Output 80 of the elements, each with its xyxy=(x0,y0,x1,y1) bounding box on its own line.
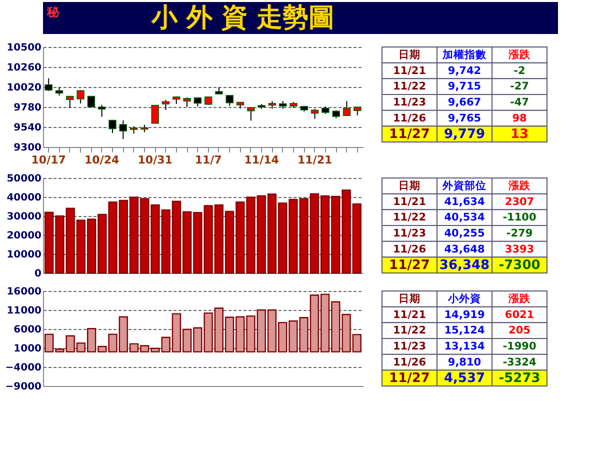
text: 43,648 xyxy=(444,243,485,256)
x-tick-label: 11/21 xyxy=(297,154,332,166)
text: -3324 xyxy=(502,356,536,368)
text: -5273 xyxy=(498,371,540,386)
text: 6021 xyxy=(504,308,534,321)
text: 9,667 xyxy=(448,96,482,108)
y-tick-label: 9540 xyxy=(14,122,42,134)
text: 98 xyxy=(512,112,527,124)
text: 2307 xyxy=(504,196,534,208)
text: -279 xyxy=(506,227,533,240)
text: 9,765 xyxy=(448,112,482,124)
text: 13,134 xyxy=(444,340,485,352)
text: 36,348 xyxy=(439,258,490,274)
y-tick-label: 40000 xyxy=(6,192,42,204)
text: 11/22 xyxy=(392,324,426,337)
y-tick-label: 10000 xyxy=(6,250,42,260)
y-tick-label: 50000 xyxy=(6,174,42,184)
y-tick-label: −4000 xyxy=(5,362,42,374)
text: -2 xyxy=(514,64,526,77)
text: 205 xyxy=(508,324,530,337)
text: 11/27 xyxy=(389,127,430,142)
text: 11/21 xyxy=(392,64,426,77)
y-tick-label: 16000 xyxy=(6,286,42,298)
text: 小外資 xyxy=(447,292,481,305)
y-tick-label: 1000 xyxy=(14,344,42,354)
text: 11/21 xyxy=(392,308,426,321)
text: 日期 xyxy=(398,48,420,61)
text: 11/23 xyxy=(392,96,426,108)
x-tick-label: 10/31 xyxy=(138,154,172,166)
y-tick-label: 10500 xyxy=(6,42,42,54)
text: 11/26 xyxy=(392,112,426,124)
y-tick-label: 11000 xyxy=(6,306,42,316)
text: 加權指數 xyxy=(442,48,488,61)
x-tick-label: 11/14 xyxy=(244,154,280,166)
text: 秘 xyxy=(46,5,60,19)
text: 漲跌 xyxy=(508,292,532,305)
y-tick-label: 9780 xyxy=(14,102,42,114)
text: 11/21 xyxy=(392,196,426,208)
y-tick-label: 30000 xyxy=(6,212,42,222)
y-tick-label: 10260 xyxy=(6,62,42,74)
text: 13 xyxy=(510,127,529,142)
text: 11/22 xyxy=(392,80,426,93)
text: 9,742 xyxy=(448,64,482,77)
text: 日期 xyxy=(398,292,420,305)
y-tick-label: 9300 xyxy=(14,142,42,154)
text: -1100 xyxy=(502,212,536,224)
text: 14,919 xyxy=(444,308,485,321)
y-tick-label: 10020 xyxy=(6,82,42,94)
text: 3393 xyxy=(504,243,534,256)
x-tick-label: 11/7 xyxy=(194,154,222,166)
text: 9,810 xyxy=(448,356,482,368)
text: 11/27 xyxy=(389,258,430,274)
text: 漲跌 xyxy=(508,178,532,192)
y-tick-label: 20000 xyxy=(6,230,42,242)
text: 40,255 xyxy=(444,227,485,240)
text: 40,534 xyxy=(444,212,485,224)
text: 4,537 xyxy=(444,371,486,386)
text: 漲跌 xyxy=(508,48,532,61)
text: 15,124 xyxy=(444,324,485,337)
text: 11/23 xyxy=(392,340,426,352)
text: 11/23 xyxy=(392,227,426,240)
x-tick-label: 10/17 xyxy=(31,154,66,166)
text: 11/22 xyxy=(392,212,426,224)
text: -47 xyxy=(510,96,529,108)
text: 9,715 xyxy=(448,80,482,93)
text: 11/27 xyxy=(389,371,430,386)
text: 外資部位 xyxy=(442,178,486,192)
text: 11/26 xyxy=(392,243,426,256)
text: 41,634 xyxy=(444,196,485,208)
text: 11/26 xyxy=(392,356,426,368)
text: -1990 xyxy=(502,340,536,352)
text: -27 xyxy=(510,80,529,93)
x-tick-label: 10/24 xyxy=(84,154,120,166)
chart-title: 小 外 資 走勢圖 xyxy=(150,3,335,33)
y-tick-label: 6000 xyxy=(14,324,42,336)
y-tick-label: −9000 xyxy=(5,382,42,392)
text: 日期 xyxy=(398,178,420,192)
text: 9,779 xyxy=(444,127,486,142)
text: -7300 xyxy=(498,258,540,274)
y-tick-label: 0 xyxy=(34,268,42,280)
